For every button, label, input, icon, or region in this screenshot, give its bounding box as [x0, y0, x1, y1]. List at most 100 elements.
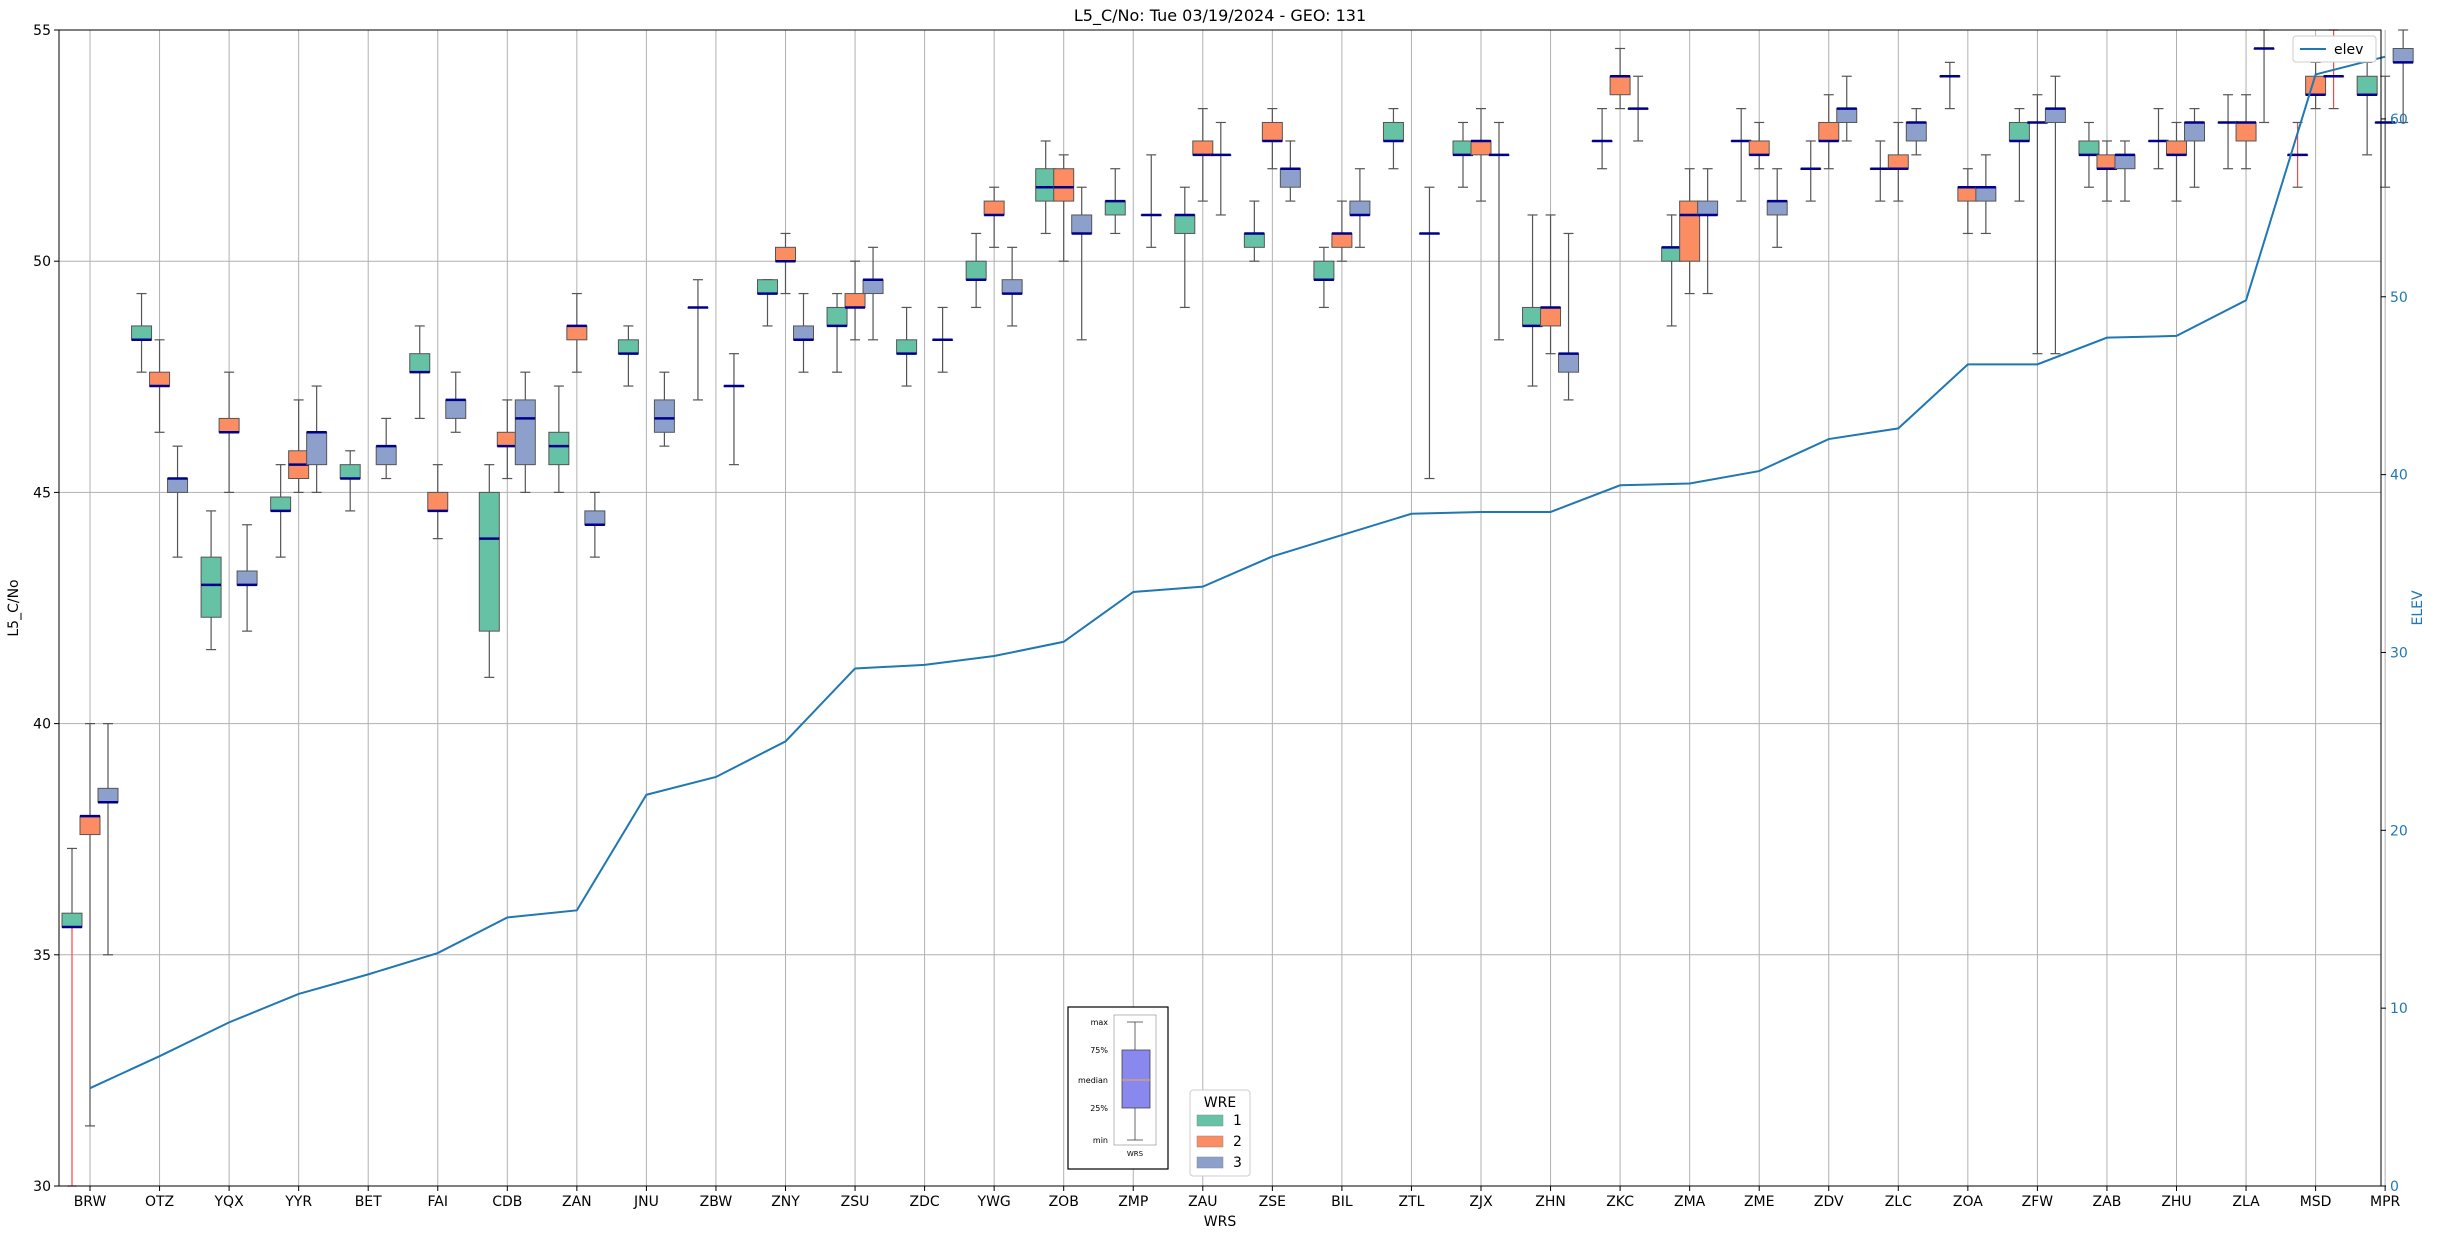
y-tick-label: 50	[33, 254, 51, 270]
box-iqr	[2392, 47, 2414, 63]
box-iqr	[2044, 108, 2066, 123]
wre-legend: WRE 1 2 3	[1189, 1089, 1251, 1177]
box-ZAB-wre-3	[2114, 140, 2136, 202]
box-iqr	[1697, 200, 1719, 216]
box-iqr	[1470, 140, 1492, 156]
plot-frame	[58, 29, 2382, 1187]
box-JNU-wre-3	[653, 371, 675, 447]
x-tick-label: ZOB	[1049, 1194, 1079, 1210]
box-ZLA-wre-2	[2235, 94, 2257, 170]
legend-layer: elev WRE 1 2 3 max 75% median 25% min WRS	[1067, 35, 2377, 1177]
box-BRW-wre-2	[79, 722, 101, 1127]
box-iqr	[1766, 200, 1788, 216]
box-iqr	[2008, 121, 2030, 142]
box-iqr	[2096, 154, 2118, 170]
box-BRW-wre-1	[61, 847, 83, 1187]
box-iqr	[478, 491, 500, 632]
box-ZDV-wre-1	[1800, 140, 1822, 202]
box-YWG-wre-3	[1001, 246, 1023, 327]
box-ZMP-wre-1	[1104, 168, 1126, 235]
box-OTZ-wre-1	[131, 292, 153, 373]
box-iqr	[218, 417, 240, 433]
box-ZAN-wre-2	[566, 292, 588, 373]
x-tick-label: CDB	[492, 1194, 522, 1210]
x-tick-label: ZHU	[2161, 1194, 2191, 1210]
box-YWG-wre-2	[983, 186, 1005, 248]
box-iqr	[409, 353, 431, 373]
box-iqr	[617, 339, 639, 355]
y2-tick-label: 30	[2390, 645, 2408, 661]
x-tick-label: ZTL	[1398, 1194, 1424, 1210]
box-iqr	[1957, 186, 1979, 202]
box-iqr	[1818, 121, 1840, 142]
box-iqr	[445, 399, 467, 419]
x-axis-label: WRS	[1204, 1214, 1237, 1230]
box-ZMA-wre-1	[1661, 214, 1683, 327]
box-ZMA-wre-3	[1697, 168, 1719, 295]
box-MPR-wre-3	[2392, 29, 2414, 124]
boxplot-key-label: 25%	[1090, 1104, 1108, 1113]
box-ZAN-wre-3	[584, 491, 606, 558]
box-iqr	[566, 325, 588, 341]
box-YYR-wre-2	[288, 399, 310, 493]
box-BIL-wre-3	[1349, 168, 1371, 248]
box-iqr	[1905, 121, 1927, 142]
box-ZSU-wre-2	[844, 260, 866, 341]
box-ZDC-wre-1	[896, 306, 918, 387]
x-tick-label: ZBW	[700, 1194, 733, 1210]
box-iqr	[1522, 306, 1544, 327]
box-ZAU-wre-2	[1192, 108, 1214, 202]
x-tick-label: BRW	[74, 1194, 107, 1210]
box-iqr	[2235, 121, 2257, 142]
wre-legend-label: 2	[1233, 1134, 1242, 1150]
y-axis-label: L5_C/No	[6, 579, 22, 636]
box-ZMP-wre-3	[1140, 154, 1162, 248]
box-ZTL-wre-3	[1418, 186, 1440, 480]
box-ZOA-wre-3	[1975, 154, 1997, 235]
box-iqr	[200, 556, 222, 618]
box-ZKC-wre-3	[1627, 75, 1649, 142]
box-ZAB-wre-2	[2096, 140, 2118, 202]
box-BET-wre-3	[375, 417, 397, 480]
box-ZKC-wre-1	[1591, 108, 1613, 170]
wre-legend-swatch	[1196, 1135, 1224, 1148]
box-ZAB-wre-1	[2078, 121, 2100, 188]
box-BIL-wre-2	[1331, 200, 1353, 262]
wre-legend-title: WRE	[1204, 1095, 1236, 1111]
box-iqr	[167, 478, 189, 493]
box-ZSU-wre-3	[862, 246, 884, 341]
box-YYR-wre-1	[270, 464, 292, 558]
elevation-line	[89, 55, 2386, 1090]
box-iqr	[61, 912, 83, 928]
x-tick-label: BIL	[1331, 1194, 1353, 1210]
box-iqr	[1104, 200, 1126, 216]
wre-legend-swatch	[1196, 1114, 1224, 1127]
box-ZNY-wre-2	[775, 232, 796, 295]
boxplot-key-inner-frame	[1113, 1014, 1157, 1146]
box-iqr	[653, 399, 675, 433]
box-iqr	[1609, 75, 1631, 96]
box-iqr	[844, 293, 866, 308]
x-tick-label: YQX	[214, 1194, 245, 1210]
boxplot-key-label: max	[1091, 1018, 1109, 1027]
box-ZME-wre-1	[1730, 108, 1752, 202]
box-iqr	[2184, 121, 2205, 142]
box-iqr	[775, 246, 796, 262]
box-ZOB-wre-1	[1035, 140, 1057, 235]
box-iqr	[1174, 214, 1196, 234]
box-ZOB-wre-2	[1053, 154, 1075, 262]
box-iqr	[1661, 246, 1683, 262]
box-FAI-wre-3	[445, 371, 467, 433]
box-ZNY-wre-3	[793, 292, 814, 373]
box-iqr	[1558, 353, 1580, 373]
box-iqr	[1313, 260, 1335, 281]
box-iqr	[496, 431, 518, 447]
box-ZDC-wre-3	[932, 306, 954, 373]
box-FAI-wre-1	[409, 325, 431, 420]
box-iqr	[1975, 186, 1997, 202]
box-iqr	[862, 279, 884, 295]
box-iqr	[79, 815, 101, 836]
box-iqr	[270, 496, 292, 512]
box-ZNY-wre-1	[757, 279, 778, 327]
boxplot-key-label: 75%	[1090, 1046, 1108, 1055]
